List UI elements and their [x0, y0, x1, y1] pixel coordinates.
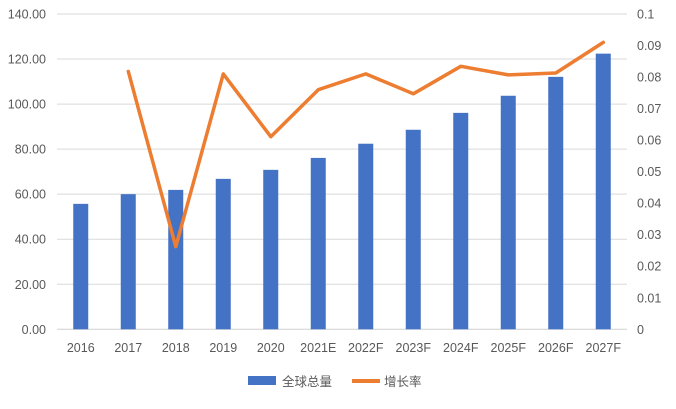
right-tick-label: 0.06 — [637, 134, 661, 148]
left-tick-label: 20.00 — [15, 278, 46, 292]
right-axis: 0 0.01 0.02 0.03 0.04 0.05 0.06 0.07 0.08 0.09 0.1 — [637, 8, 661, 337]
bar-2017 — [121, 194, 136, 329]
x-tick-label: 2016 — [67, 341, 95, 355]
x-tick-label: 2026F — [538, 341, 574, 355]
bar-2019 — [216, 179, 231, 329]
x-tick-label: 2024F — [443, 341, 479, 355]
legend-label-bar: 全球总量 — [282, 374, 332, 389]
bar-series — [73, 54, 611, 330]
left-tick-label: 60.00 — [15, 188, 46, 202]
right-tick-label: 0.07 — [637, 102, 661, 116]
bar-2022F — [358, 144, 373, 330]
right-tick-label: 0.01 — [637, 291, 661, 305]
left-axis: 0.00 20.00 40.00 60.00 80.00 100.00 120.00 140.… — [8, 8, 46, 337]
right-tick-label: 0.04 — [637, 197, 661, 211]
right-tick-label: 0.05 — [637, 165, 661, 179]
legend-swatch-bar — [248, 376, 276, 385]
left-tick-label: 80.00 — [15, 143, 46, 157]
x-tick-label: 2021E — [300, 341, 336, 355]
x-tick-label: 2020 — [257, 341, 285, 355]
right-tick-label: 0.1 — [637, 8, 654, 22]
x-tick-label: 2022F — [348, 341, 384, 355]
x-tick-label: 2018 — [162, 341, 190, 355]
left-tick-label: 0.00 — [22, 323, 46, 337]
x-tick-label: 2023F — [396, 341, 432, 355]
left-tick-label: 120.00 — [8, 53, 46, 67]
x-tick-label: 2027F — [586, 341, 622, 355]
right-tick-label: 0.03 — [637, 228, 661, 242]
left-tick-label: 140.00 — [8, 8, 46, 22]
legend: 全球总量 增长率 — [248, 374, 422, 389]
bar-2016 — [73, 204, 88, 329]
right-tick-label: 0.08 — [637, 71, 661, 85]
bar-2024F — [453, 113, 468, 329]
bar-2023F — [406, 130, 421, 330]
x-tick-label: 2017 — [114, 341, 142, 355]
right-tick-label: 0.09 — [637, 39, 661, 53]
gridlines — [57, 14, 627, 329]
x-tick-label: 2019 — [209, 341, 237, 355]
bar-2021E — [311, 158, 326, 329]
bar-2026F — [548, 77, 563, 329]
x-axis: 2016 2017 2018 2019 2020 2021E 2022F 2023F 2024F… — [67, 341, 621, 355]
right-tick-label: 0.02 — [637, 260, 661, 274]
bar-2018 — [168, 190, 183, 329]
bar-2025F — [501, 96, 516, 330]
legend-label-line: 增长率 — [384, 374, 422, 389]
right-tick-label: 0 — [637, 323, 644, 337]
x-tick-label: 2025F — [491, 341, 527, 355]
bar-2027F — [596, 54, 611, 330]
bar-2020 — [263, 170, 278, 329]
left-tick-label: 100.00 — [8, 98, 46, 112]
left-tick-label: 40.00 — [15, 233, 46, 247]
